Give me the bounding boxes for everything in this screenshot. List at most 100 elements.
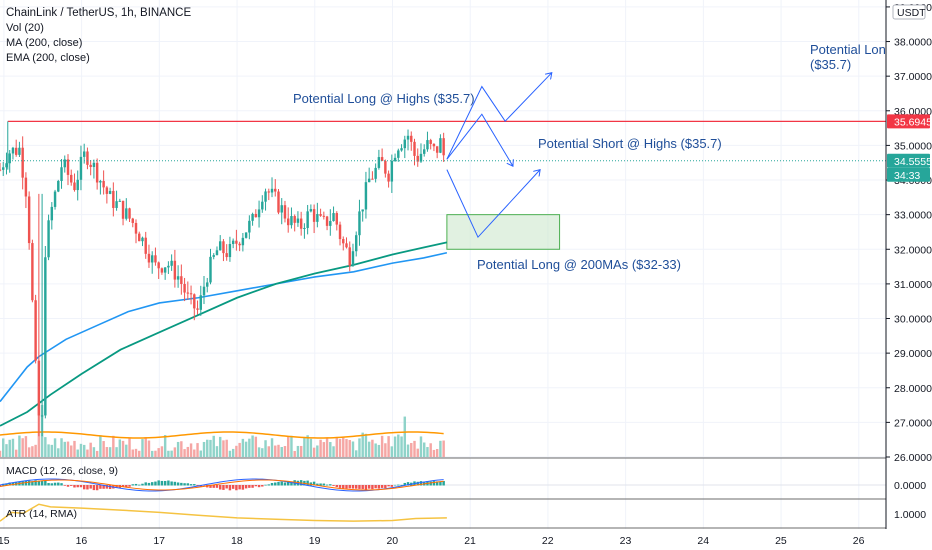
macd-bar: [367, 485, 371, 489]
volume-bar: [63, 441, 66, 457]
volume-bar: [0, 450, 2, 457]
candle-body: [432, 143, 436, 147]
volume-bar: [186, 446, 190, 457]
legend-volume[interactable]: Vol (20): [6, 22, 44, 34]
candle-body: [422, 149, 426, 154]
candle-body: [416, 155, 419, 162]
candle-body: [397, 150, 400, 158]
volume-bar: [70, 445, 73, 457]
macd-bar: [296, 480, 300, 486]
legend-ma[interactable]: MA (200, close): [6, 37, 83, 49]
macd-bar: [342, 485, 345, 489]
macd-bar: [189, 484, 193, 486]
volume-bar: [189, 443, 193, 457]
macd-bar: [99, 485, 102, 489]
macd-bar: [354, 485, 358, 489]
volume-bar: [254, 436, 258, 457]
macd-bar: [283, 482, 287, 486]
macd-bar: [92, 485, 96, 491]
macd-bar: [157, 480, 160, 486]
candle-body: [296, 218, 300, 223]
macd-bar: [63, 485, 66, 486]
macd-bar: [332, 485, 335, 486]
macd-bar: [66, 485, 70, 487]
candle-body: [196, 308, 199, 310]
volume-bar: [338, 438, 342, 457]
volume-bar: [354, 450, 358, 457]
volume-bar: [367, 441, 371, 457]
volume-bar: [319, 439, 322, 457]
candle-body: [429, 140, 432, 144]
candle-body: [2, 167, 5, 170]
macd-label[interactable]: MACD (12, 26, close, 9): [6, 465, 119, 477]
macd-bar: [70, 485, 73, 486]
volume-bar: [121, 440, 125, 457]
candle-body: [222, 241, 225, 254]
candle-body: [14, 147, 18, 155]
macd-bar: [286, 480, 290, 486]
candle-body: [290, 216, 293, 226]
candle-body: [5, 163, 8, 168]
macd-bar: [316, 483, 319, 486]
candle-body: [199, 295, 202, 310]
volume-bar: [76, 449, 79, 457]
annotation-short-highs: Potential Short @ Highs ($35.7): [538, 136, 722, 151]
volume-bar: [173, 447, 177, 457]
candle-body: [89, 164, 92, 167]
volume-bar: [99, 435, 102, 457]
candle-body: [377, 157, 381, 168]
candle-body: [173, 260, 177, 280]
volume-bar: [222, 440, 225, 457]
candle-body: [312, 209, 316, 222]
chart-grid: [0, 0, 932, 529]
volume-bar: [138, 450, 141, 457]
macd-bar: [150, 482, 154, 486]
candle-body: [267, 191, 270, 193]
candle-body: [157, 262, 160, 269]
volume-bar: [14, 449, 18, 457]
macd-bar: [128, 485, 131, 487]
macd-bar: [325, 484, 329, 486]
volume-bar: [393, 436, 397, 457]
volume-bar: [154, 450, 157, 457]
candle-body: [138, 233, 141, 242]
volume-bar: [160, 446, 164, 457]
volume-bar: [193, 449, 196, 457]
macd-bar: [212, 485, 215, 488]
price-axis-bg: [886, 0, 932, 550]
volume-bar: [387, 436, 390, 457]
legend-ema[interactable]: EMA (200, close): [6, 52, 90, 64]
volume-bar: [8, 439, 11, 457]
currency-badge[interactable]: [892, 4, 926, 20]
volume-bar: [270, 438, 274, 457]
candle-body: [329, 221, 332, 226]
projection-path-3: [446, 170, 540, 239]
macd-bar: [393, 484, 397, 486]
candle-body: [63, 159, 66, 168]
candle-body: [283, 205, 287, 219]
candle-body: [40, 415, 44, 417]
macd-bar: [244, 485, 248, 489]
volume-bar: [31, 446, 34, 457]
volume-bar: [128, 437, 131, 457]
time-tick-label: 18: [231, 535, 243, 547]
candle-body: [176, 276, 180, 280]
macd-bar: [228, 485, 232, 491]
macd-histogram: [0, 478, 886, 492]
macd-bar: [406, 482, 410, 486]
annotation-long-200ma: Potential Long @ 200MAs ($32-33): [477, 257, 681, 272]
candle-body: [76, 179, 79, 191]
macd-signal-line: [0, 479, 444, 491]
macd-bar: [267, 484, 270, 486]
volume-bar: [176, 441, 180, 457]
candle-body: [118, 200, 122, 202]
time-tick-label: 19: [309, 535, 321, 547]
candle-body: [380, 157, 384, 161]
atr-label[interactable]: ATR (14, RMA): [6, 508, 77, 520]
volume-bar: [115, 447, 118, 457]
candle-body: [286, 218, 290, 226]
candle-body: [215, 250, 219, 256]
macd-bar: [251, 485, 254, 488]
macd-bar: [8, 482, 11, 486]
